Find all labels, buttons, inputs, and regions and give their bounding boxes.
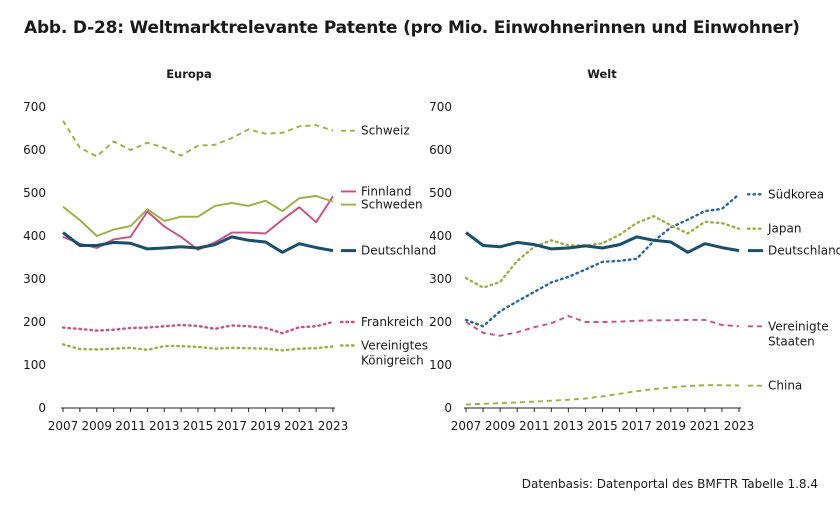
series-line-deutschland (62, 231, 334, 254)
series-line-japan (464, 214, 741, 289)
x-tick-label: 2007 (48, 419, 79, 433)
x-tick-label: 2015 (587, 419, 618, 433)
series-label: Vereinigte (768, 319, 829, 333)
series-line-deutschland (465, 231, 740, 254)
y-tick-label: 200 (23, 315, 46, 329)
x-tick-label: 2023 (318, 419, 349, 433)
series-label: China (768, 379, 802, 393)
x-tick-label: 2017 (216, 419, 247, 433)
series-line-vereinigtes-königreich (61, 343, 335, 352)
y-tick-label: 600 (429, 143, 452, 157)
y-tick-label: 400 (429, 229, 452, 243)
x-tick-label: 2009 (81, 419, 112, 433)
x-tick-label: 2009 (485, 419, 516, 433)
series-label: Südkorea (768, 187, 824, 201)
series-label: Vereinigtes (361, 339, 428, 353)
x-tick-label: 2019 (655, 419, 686, 433)
series-label: Staaten (768, 334, 815, 348)
series-label: Deutschland (768, 244, 840, 258)
y-tick-label: 600 (23, 143, 46, 157)
y-tick-label: 300 (429, 272, 452, 286)
series-label: Königreich (361, 354, 424, 368)
series-line-schweden (62, 195, 334, 237)
y-tick-label: 500 (23, 186, 46, 200)
x-tick-label: 2007 (451, 419, 482, 433)
panel-title: Welt (587, 67, 617, 81)
y-tick-label: 400 (23, 229, 46, 243)
y-tick-label: 100 (23, 358, 46, 372)
source-note: Datenbasis: Datenportal des BMFTR Tabell… (521, 477, 818, 491)
y-tick-label: 200 (429, 315, 452, 329)
x-tick-label: 2013 (149, 419, 180, 433)
x-tick-label: 2015 (183, 419, 214, 433)
series-label: Finnland (361, 184, 411, 198)
x-tick-label: 2011 (519, 419, 550, 433)
series-label: Frankreich (361, 315, 423, 329)
x-tick-label: 2017 (621, 419, 652, 433)
y-tick-label: 700 (429, 100, 452, 114)
x-tick-label: 2021 (690, 419, 721, 433)
series-line-vereinigte-staaten (465, 315, 740, 337)
series-label: Schweden (361, 198, 423, 212)
y-tick-label: 500 (429, 186, 452, 200)
x-tick-label: 2011 (115, 419, 146, 433)
x-tick-label: 2023 (724, 419, 755, 433)
series-label: Japan (767, 222, 801, 236)
y-tick-label: 0 (444, 401, 452, 415)
x-tick-label: 2013 (553, 419, 584, 433)
y-tick-label: 100 (429, 358, 452, 372)
series-label: Deutschland (361, 244, 436, 258)
panel-title: Europa (166, 67, 212, 81)
x-tick-label: 2019 (250, 419, 281, 433)
x-tick-label: 2021 (284, 419, 315, 433)
y-tick-label: 0 (38, 401, 46, 415)
y-tick-label: 300 (23, 272, 46, 286)
series-label: Schweiz (361, 124, 410, 138)
series-line-china (465, 384, 740, 406)
y-tick-label: 700 (23, 100, 46, 114)
series-line-schweiz (62, 120, 334, 158)
series-line-südkorea (464, 193, 741, 328)
series-line-frankreich (61, 320, 335, 335)
figure-title: Abb. D-28: Weltmarktrelevante Patente (p… (24, 18, 800, 38)
